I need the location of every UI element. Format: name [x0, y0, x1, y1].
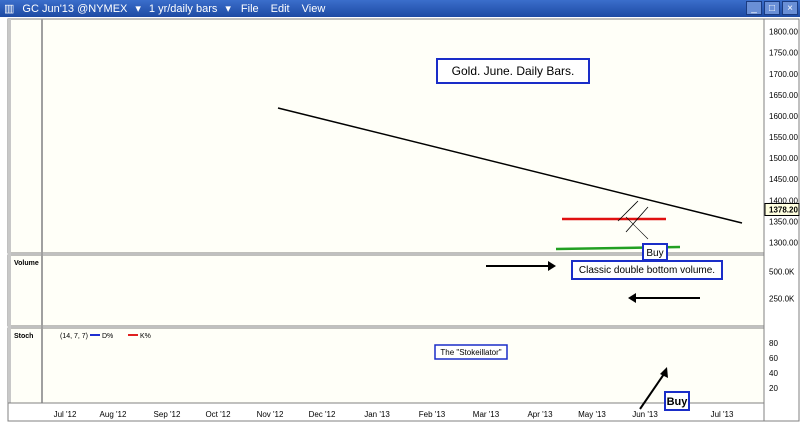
menu-view[interactable]: View — [301, 2, 326, 15]
price-tick-label: 1800.00 — [769, 28, 798, 37]
arrow-head-icon — [628, 293, 636, 303]
stoch-buy-box — [664, 391, 690, 411]
stoch-tick-label: 60 — [769, 354, 778, 363]
stoch-params-label: (14, 7, 7) — [60, 333, 88, 340]
date-tick-label: May '13 — [578, 410, 606, 419]
date-tick-label: Apr '13 — [527, 410, 553, 419]
date-tick-label: Nov '12 — [257, 410, 284, 419]
scroll-bar — [8, 19, 11, 421]
price-panel — [7, 18, 765, 254]
arrow-head-icon — [660, 367, 668, 378]
stokeillator-box — [434, 344, 508, 360]
price-tick-label: 1750.00 — [769, 49, 798, 58]
title-annotation: Gold. June. Daily Bars. — [452, 64, 575, 78]
stoch-tick-label: 40 — [769, 369, 778, 378]
price-tick-label: 1400.00 — [769, 196, 798, 205]
title-annotation-box — [436, 58, 590, 84]
date-tick-label: Sep '12 — [154, 410, 181, 419]
volume-panel-label: Volume — [14, 260, 39, 267]
date-tick-label: Dec '12 — [309, 410, 336, 419]
price-chart: Gold. June. Daily Bars. Buy Classic double… — [7, 18, 800, 422]
menu-file[interactable]: File — [240, 2, 259, 15]
downtrend-line — [277, 107, 743, 224]
price-tick-label: 1600.00 — [769, 112, 798, 121]
stokeillator-annotation: The "Stokeillator" — [440, 348, 501, 357]
menu-edit[interactable]: Edit — [270, 2, 290, 15]
close-icon[interactable]: × — [782, 1, 798, 15]
period-selector[interactable]: 1 yr/daily bars — [148, 2, 218, 15]
date-tick-label: Jul '13 — [711, 410, 734, 419]
legend-label-d: D% — [102, 333, 113, 340]
dropdown-arrow-icon[interactable]: ▾ — [225, 3, 231, 15]
price-tick-label: 1350.00 — [769, 217, 798, 226]
arrow-head-icon — [548, 261, 556, 271]
last-price-box — [764, 202, 800, 216]
volume-annotation: Classic double bottom volume. — [579, 265, 715, 276]
price-tick-label: 1300.00 — [769, 238, 798, 247]
stoch-tick-label: 20 — [769, 384, 778, 393]
date-tick-label: Jul '12 — [54, 410, 77, 419]
symbol-selector[interactable]: GC Jun'13 @NYMEX — [22, 2, 128, 15]
date-tick-label: Aug '12 — [100, 410, 127, 419]
arrow-line — [639, 373, 665, 410]
date-tick-label: Oct '12 — [205, 410, 231, 419]
date-tick-label: Mar '13 — [473, 410, 500, 419]
date-tick-label: Jan '13 — [364, 410, 390, 419]
minimize-icon[interactable]: _ — [746, 1, 762, 15]
legend-label-k: K% — [140, 333, 151, 340]
stoch-panel-label: Stoch — [14, 333, 33, 340]
price-tick-label: 1500.00 — [769, 154, 798, 163]
volume-annotation-box — [571, 260, 723, 280]
stoch-buy-annotation: Buy — [667, 396, 689, 408]
title-bar: ▥ GC Jun'13 @NYMEX ▾ 1 yr/daily bars ▾ F… — [0, 0, 800, 17]
date-axis — [7, 402, 765, 422]
price-tick-label: 1700.00 — [769, 70, 798, 79]
buy-annotation: Buy — [646, 248, 663, 259]
chart-icon[interactable]: ▥ — [4, 3, 15, 15]
last-price-label: 1378.20 — [769, 205, 798, 214]
volume-tick-label: 250.0K — [769, 295, 795, 304]
maximize-icon[interactable]: □ — [764, 1, 780, 15]
stoch-panel — [7, 327, 765, 404]
price-axis — [763, 18, 800, 422]
channel-line — [617, 200, 639, 222]
stoch-tick-label: 80 — [769, 339, 778, 348]
date-tick-label: Feb '13 — [419, 410, 446, 419]
price-tick-label: 1650.00 — [769, 91, 798, 100]
price-tick-label: 1450.00 — [769, 175, 798, 184]
volume-tick-label: 500.0K — [769, 267, 795, 276]
date-tick-label: Jun '13 — [632, 410, 658, 419]
channel-line — [625, 216, 649, 240]
dropdown-arrow-icon[interactable]: ▾ — [135, 3, 141, 15]
price-tick-label: 1550.00 — [769, 133, 798, 142]
session-divider — [41, 19, 43, 421]
channel-line — [625, 206, 649, 233]
